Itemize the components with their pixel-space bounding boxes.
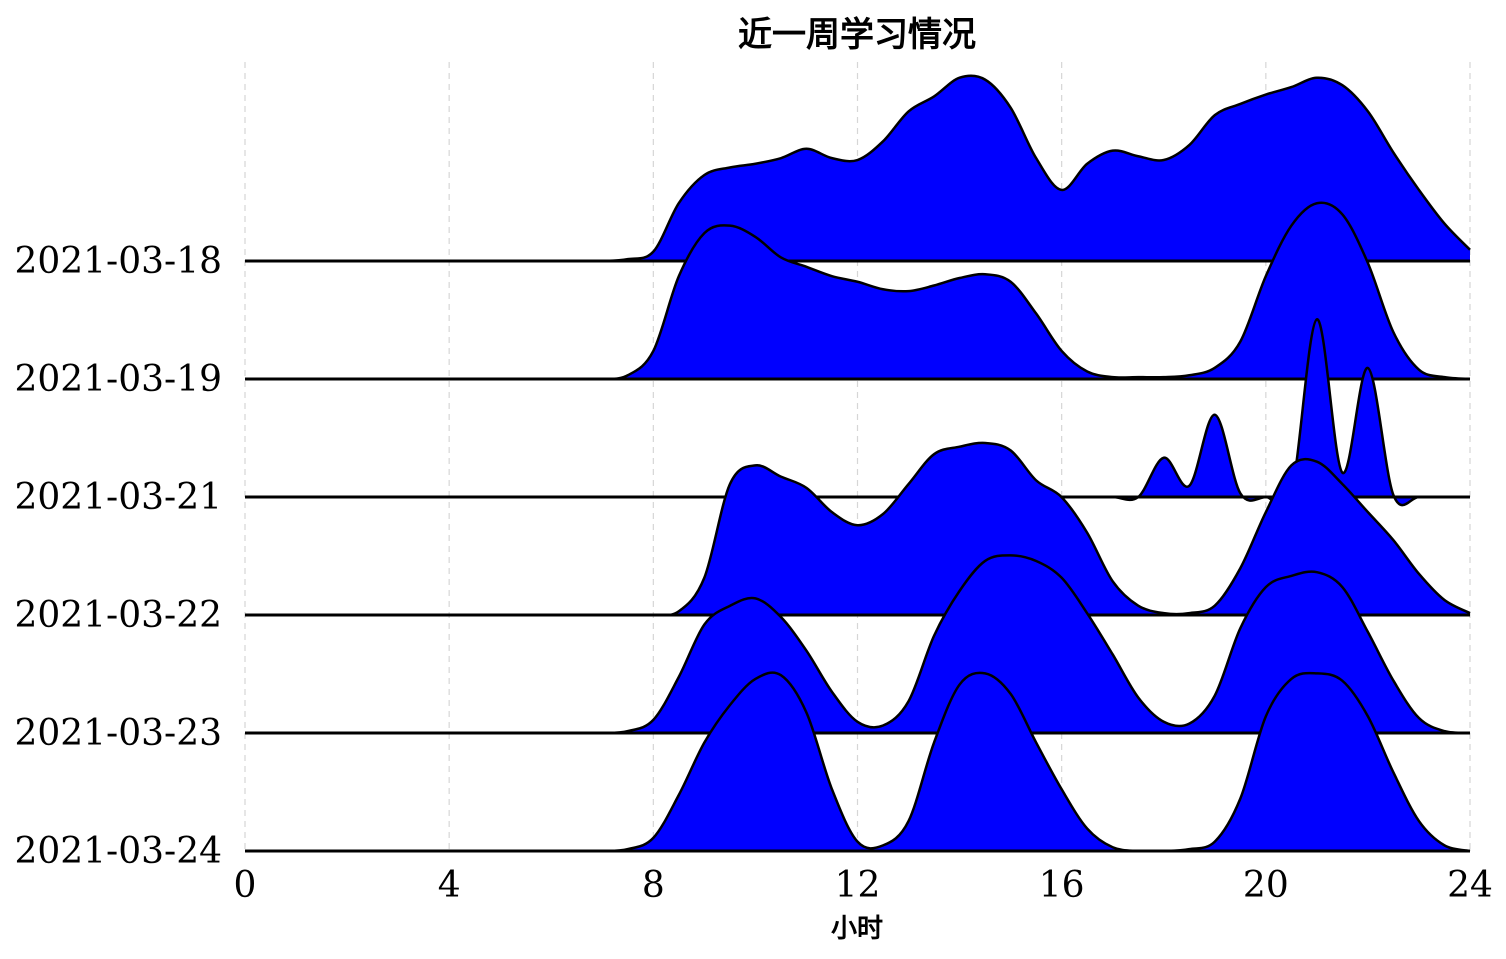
- x-tick-label: 16: [1039, 865, 1085, 906]
- ridge-outline: [245, 318, 1471, 508]
- x-tick-labels: 0 4 8 12 16 20 24: [234, 865, 1493, 906]
- ridge-area: [245, 442, 1470, 616]
- ridge-2021-03-21: [245, 318, 1471, 508]
- ridge-outline: [244, 201, 1471, 381]
- ridge-outline: [245, 74, 1471, 263]
- x-tick-label: 20: [1243, 865, 1289, 906]
- y-tick-label: 2021-03-23: [14, 713, 222, 754]
- x-tick-label: 4: [438, 865, 461, 906]
- y-tick-label: 2021-03-21: [14, 477, 222, 518]
- ridge-2021-03-18: [245, 74, 1471, 263]
- chart-title: 近一周学习情况: [738, 15, 976, 55]
- ridge-outline: [244, 441, 1471, 617]
- ridge-outline: [244, 554, 1471, 735]
- x-tick-label: 12: [835, 865, 881, 906]
- x-tick-label: 0: [234, 865, 257, 906]
- y-tick-labels: 2021-03-18 2021-03-19 2021-03-21 2021-03-22…: [14, 241, 222, 872]
- ridge-area: [245, 75, 1470, 262]
- x-axis-label: 小时: [831, 914, 883, 944]
- y-tick-label: 2021-03-19: [14, 359, 222, 400]
- ridge-area: [245, 202, 1470, 380]
- ridge-2021-03-24: [245, 671, 1471, 853]
- ridges: [244, 74, 1471, 853]
- ridge-area: [245, 319, 1470, 507]
- y-tick-label: 2021-03-24: [14, 831, 222, 872]
- ridge-outline: [245, 671, 1471, 853]
- x-tick-label: 24: [1447, 865, 1493, 906]
- y-tick-label: 2021-03-18: [14, 241, 222, 282]
- ridge-area: [245, 672, 1470, 852]
- ridge-2021-03-19: [244, 201, 1471, 381]
- x-tick-label: 8: [642, 865, 665, 906]
- y-tick-label: 2021-03-22: [14, 595, 222, 636]
